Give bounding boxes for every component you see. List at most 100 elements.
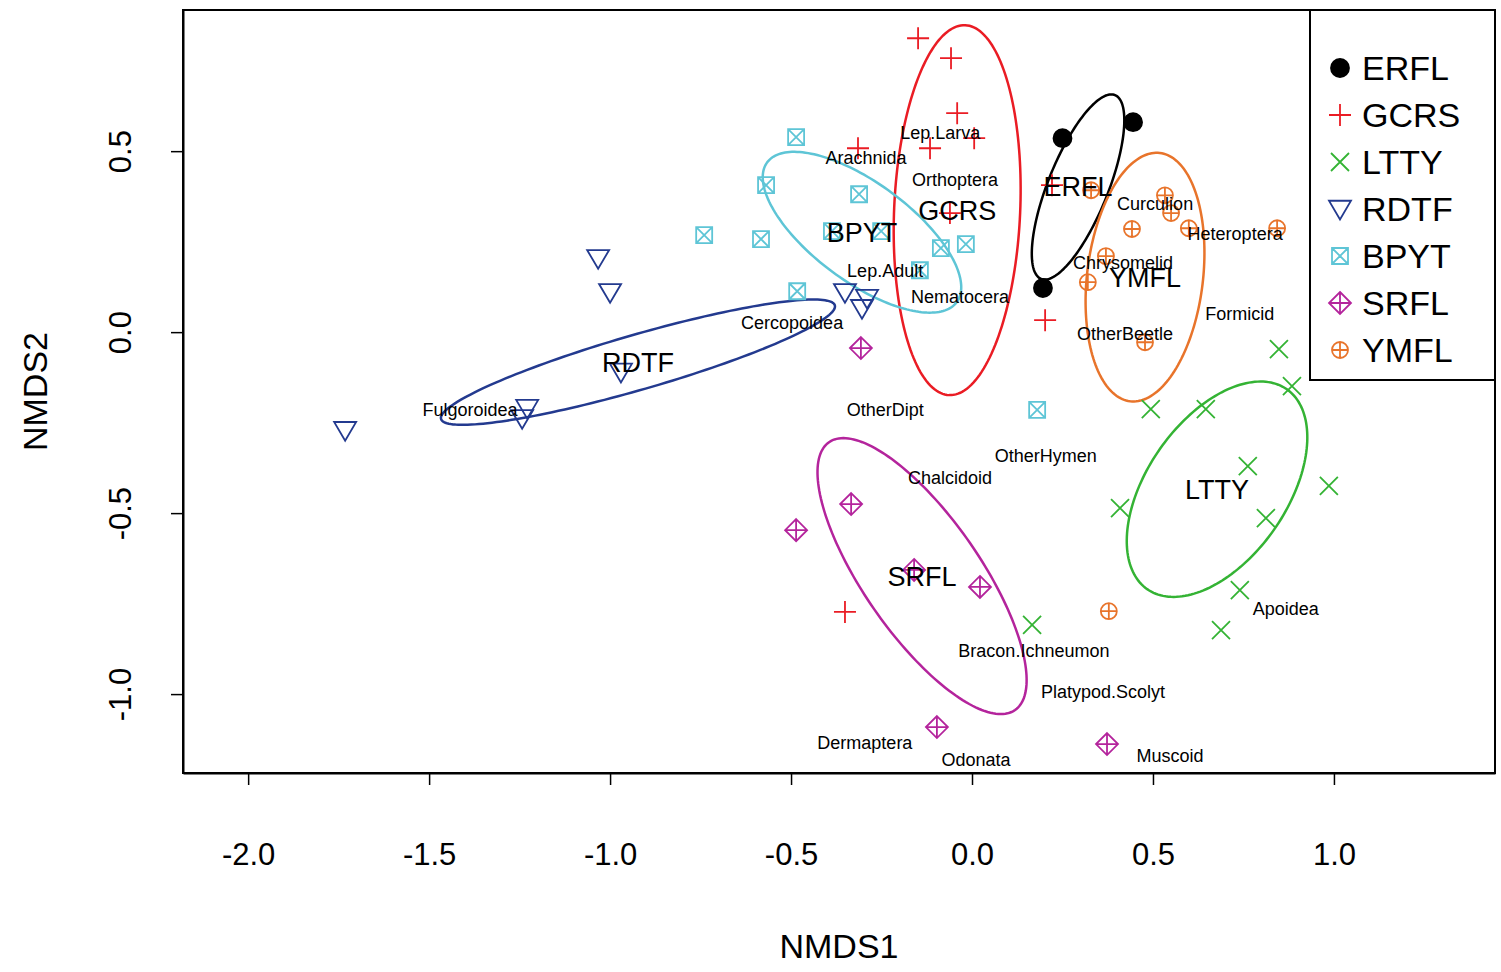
data-point <box>1257 509 1275 527</box>
data-point <box>1053 129 1071 147</box>
y-tick: -0.5 <box>103 487 183 540</box>
species-label: Cercopoidea <box>741 313 844 333</box>
data-point <box>1023 616 1041 634</box>
group-label: ERFL <box>1044 172 1113 202</box>
data-point <box>958 236 974 252</box>
group-ellipse <box>1127 382 1308 597</box>
data-point <box>1101 603 1117 619</box>
legend-label: RDTF <box>1362 190 1453 228</box>
x-axis-title: NMDS1 <box>779 927 898 965</box>
legend-marker <box>1332 342 1348 358</box>
species-label: OtherBeetle <box>1077 324 1173 344</box>
y-tick-label: -0.5 <box>103 487 138 540</box>
y-tick: -1.0 <box>103 668 183 721</box>
data-point <box>1283 377 1301 395</box>
species-label: Dermaptera <box>817 733 913 753</box>
y-axis-title: NMDS2 <box>16 332 54 451</box>
x-tick-label: 1.0 <box>1313 837 1356 872</box>
x-tick-mark <box>1153 773 1155 785</box>
legend: ERFL GCRS LTTY RDTF BPYT SRFL YMFL <box>1310 10 1495 380</box>
species-label: Formicid <box>1205 304 1274 324</box>
data-point <box>1034 309 1056 331</box>
species-label: Nematocera <box>911 287 1010 307</box>
data-point <box>1270 340 1288 358</box>
y-tick-mark <box>171 151 183 153</box>
group-ellipse <box>818 438 1027 714</box>
data-point <box>1142 400 1160 418</box>
species-label: Muscoid <box>1136 746 1203 766</box>
y-axis: 0.5 0.0 -0.5 -1.0 <box>103 11 184 774</box>
data-point <box>851 300 873 319</box>
series-points <box>834 27 1063 623</box>
legend-marker <box>1331 59 1349 77</box>
x-tick-label: -1.0 <box>584 837 637 872</box>
legend-marker <box>1329 104 1351 126</box>
legend-marker <box>1329 201 1351 220</box>
species-label: Lep.Adult <box>847 261 923 281</box>
x-axis-line <box>184 773 1496 775</box>
data-point <box>1320 477 1338 495</box>
data-point <box>696 227 712 243</box>
y-axis-line <box>183 11 185 774</box>
x-tick-mark <box>429 773 431 785</box>
x-tick: -0.5 <box>765 773 818 872</box>
group-labels: ERFLGCRSLTTYRDTFBPYTSRFLYMFL <box>602 172 1249 591</box>
data-point <box>1080 274 1096 290</box>
species-label: Apoidea <box>1253 599 1320 619</box>
data-point <box>1111 499 1129 517</box>
data-point <box>1029 402 1045 418</box>
data-point <box>840 493 862 515</box>
species-label: Platypod.Scolyt <box>1041 682 1165 702</box>
x-tick-label: -2.0 <box>222 837 275 872</box>
group-label: LTTY <box>1185 475 1249 505</box>
species-label: Odonata <box>941 750 1011 770</box>
x-tick-mark <box>610 773 612 785</box>
species-labels: Lep.LarvaArachnidaOrthopteraCurculionHet… <box>422 123 1319 770</box>
data-point <box>758 177 774 193</box>
y-tick-mark <box>171 513 183 515</box>
chart-svg: -2.0 -1.5 -1.0 -0.5 0.0 0.5 1.0 0.5 0.0 -0.5 -1.0 N… <box>0 0 1501 972</box>
group-label: GCRS <box>918 196 996 226</box>
series-points <box>696 129 1045 418</box>
legend-marker <box>1332 248 1348 264</box>
series-points <box>1023 340 1338 639</box>
legend-label: YMFL <box>1362 331 1453 369</box>
x-tick: -1.5 <box>403 773 456 872</box>
data-point <box>1212 621 1230 639</box>
data-point <box>785 519 807 541</box>
y-tick-label: -1.0 <box>103 668 138 721</box>
y-tick-mark <box>171 694 183 696</box>
legend-label: GCRS <box>1362 96 1460 134</box>
legend-label: SRFL <box>1362 284 1449 322</box>
x-tick-mark <box>791 773 793 785</box>
data-point <box>587 250 609 269</box>
series-points <box>334 250 878 441</box>
legend-label: LTTY <box>1362 143 1443 181</box>
x-tick-label: 0.0 <box>951 837 994 872</box>
legend-marker <box>1331 153 1349 171</box>
legend-label: BPYT <box>1362 237 1451 275</box>
x-tick-mark <box>972 773 974 785</box>
data-point <box>1096 733 1118 755</box>
species-label: Orthoptera <box>912 170 999 190</box>
data-point <box>334 422 356 441</box>
data-point <box>1124 113 1142 131</box>
data-point <box>789 283 805 299</box>
y-tick: 0.0 <box>103 311 183 354</box>
y-tick-label: 0.5 <box>103 130 138 173</box>
species-label: Curculion <box>1117 194 1193 214</box>
y-tick: 0.5 <box>103 130 183 173</box>
x-tick-label: 0.5 <box>1132 837 1175 872</box>
data-point <box>834 601 856 623</box>
species-label: Fulgoroidea <box>422 400 518 420</box>
x-tick: 0.5 <box>1132 773 1175 872</box>
x-tick: -1.0 <box>584 773 637 872</box>
data-point <box>946 102 968 124</box>
x-tick-label: -0.5 <box>765 837 818 872</box>
data-point <box>599 284 621 303</box>
data-point <box>850 337 872 359</box>
data-point <box>851 186 867 202</box>
legend-label: ERFL <box>1362 49 1449 87</box>
data-point <box>907 27 929 49</box>
chart-container: -2.0 -1.5 -1.0 -0.5 0.0 0.5 1.0 0.5 0.0 -0.5 -1.0 N… <box>0 0 1501 972</box>
